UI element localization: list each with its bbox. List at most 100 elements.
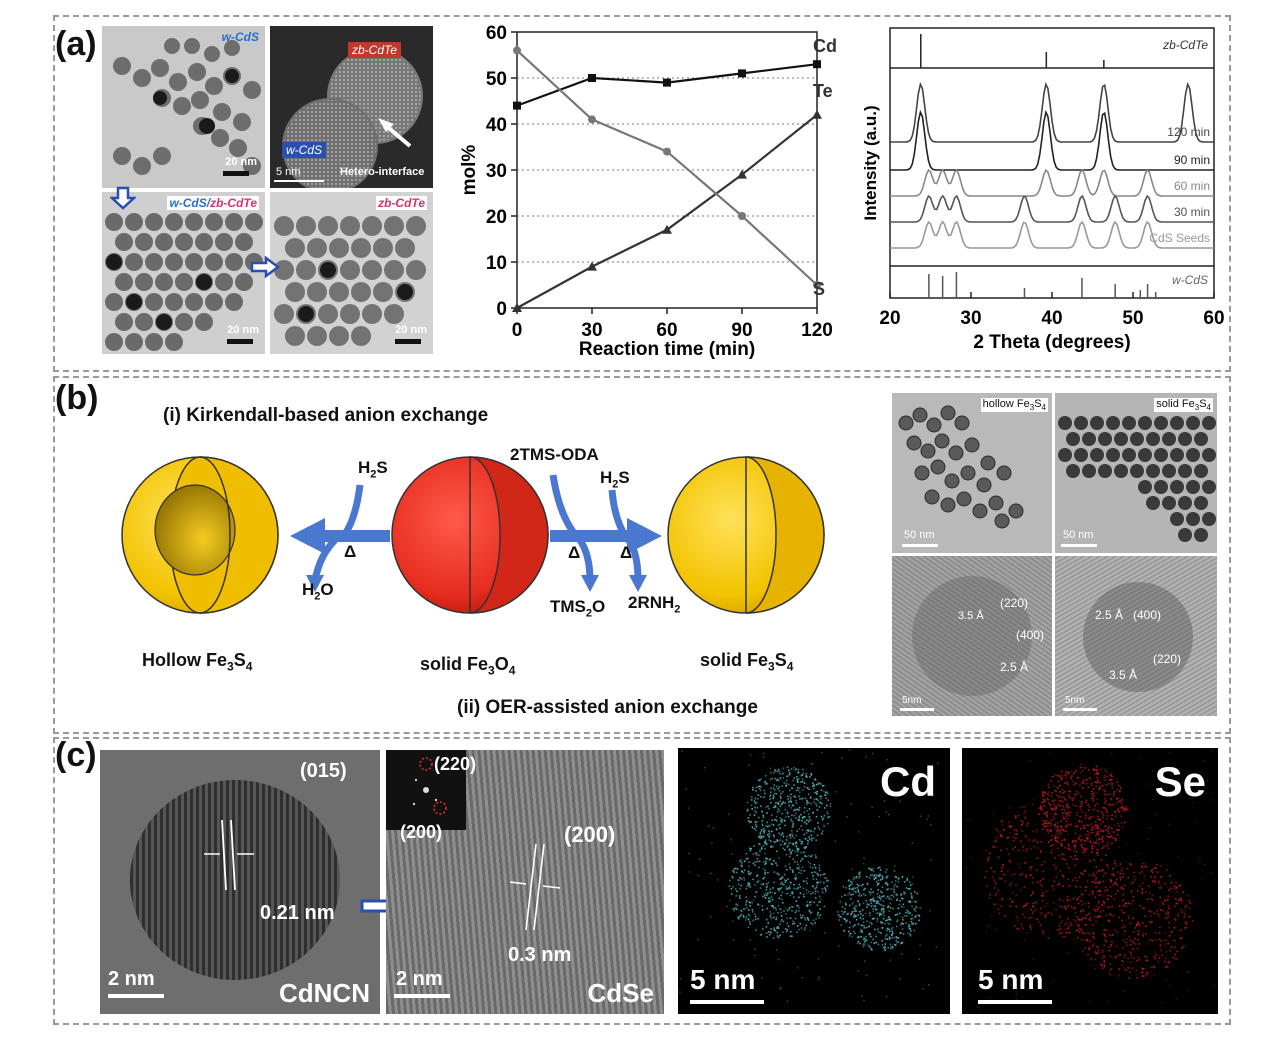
map-dot [900, 894, 902, 896]
map-dot [799, 798, 801, 800]
map-dot [754, 913, 756, 915]
map-dot [736, 868, 739, 870]
map-dot [1128, 967, 1130, 969]
map-dot [822, 817, 825, 819]
map-dot [857, 884, 860, 887]
map-dot [779, 887, 782, 890]
map-dot [743, 877, 745, 879]
map-dot [795, 888, 798, 890]
map-dot [1103, 777, 1105, 779]
map-dot [1022, 927, 1025, 930]
map-dot [1118, 905, 1121, 907]
map-dot [773, 841, 776, 843]
map-dot [810, 900, 812, 903]
map-dot [1066, 823, 1069, 826]
map-dot [1107, 832, 1110, 835]
map-dot [909, 900, 912, 902]
map-dot [824, 794, 826, 796]
map-dot [764, 783, 767, 785]
map-dot [753, 861, 756, 864]
map-dot [1042, 870, 1045, 873]
map-dot [712, 827, 715, 829]
map-dot [1039, 808, 1042, 811]
map-dot [1067, 772, 1069, 774]
map-dot [1080, 828, 1082, 830]
map-dot [1023, 812, 1025, 814]
map-dot [846, 919, 849, 922]
map-dot [742, 914, 745, 917]
map-dot [1159, 947, 1161, 949]
map-dot [1056, 805, 1059, 807]
map-dot [762, 828, 765, 830]
map-dot [793, 837, 795, 839]
map-dot [1158, 932, 1161, 934]
map-dot [772, 794, 775, 796]
map-dot [754, 948, 756, 950]
map-dot [755, 891, 758, 893]
map-dot [796, 854, 798, 857]
map-dot [1077, 918, 1080, 921]
map-dot [1087, 939, 1089, 942]
map-dot [897, 907, 900, 909]
map-dot [894, 883, 897, 886]
map-dot [1045, 890, 1048, 893]
map-dot [1035, 901, 1037, 904]
map-dot [1060, 842, 1062, 845]
map-dot [773, 871, 776, 873]
map-dot [852, 916, 855, 918]
map-dot [1026, 822, 1029, 825]
map-dot [776, 827, 778, 830]
map-dot [1094, 769, 1097, 772]
map-dot [916, 914, 918, 916]
map-dot [870, 902, 873, 904]
map-dot [1158, 880, 1160, 882]
map-dot [1134, 927, 1136, 929]
map-dot [1133, 931, 1135, 933]
map-dot [907, 900, 910, 903]
map-dot [1057, 828, 1060, 830]
map-dot [1096, 769, 1098, 772]
map-dot [896, 936, 898, 939]
map-dot [1087, 839, 1089, 842]
map-dot [1055, 834, 1057, 837]
map-dot [1119, 801, 1121, 803]
map-dot [788, 773, 791, 776]
map-dot [903, 893, 905, 895]
map-dot [795, 900, 798, 902]
map-dot [748, 920, 751, 923]
map-dot [935, 946, 938, 948]
data-point [588, 74, 596, 82]
map-dot [1162, 903, 1164, 906]
map-dot [858, 911, 861, 913]
map-dot [791, 906, 793, 908]
map-dot [863, 943, 866, 945]
map-dot [759, 779, 761, 782]
solid-fe3o4-label: solid Fe3O4 [420, 654, 516, 678]
map-dot [1011, 901, 1013, 903]
map-dot [1076, 898, 1078, 901]
map-dot [1111, 814, 1113, 816]
map-dot [783, 883, 785, 886]
map-dot [888, 918, 890, 920]
map-dot [1061, 858, 1064, 860]
map-dot [1117, 800, 1120, 803]
map-dot [769, 915, 772, 917]
map-dot [1164, 957, 1167, 960]
map-dot [810, 855, 812, 858]
map-dot [735, 895, 738, 897]
map-dot [1001, 836, 1003, 838]
map-dot [817, 911, 820, 914]
map-dot [1065, 858, 1067, 861]
map-dot [1094, 915, 1096, 918]
map-dot [775, 908, 778, 911]
x-tick-label: 0 [512, 320, 523, 341]
map-dot [869, 891, 872, 894]
map-dot [1103, 944, 1105, 947]
map-dot [770, 905, 773, 907]
map-dot [745, 919, 747, 921]
map-dot [1061, 906, 1064, 908]
map-dot [907, 910, 909, 913]
map-dot [795, 846, 798, 848]
map-dot [1129, 939, 1132, 942]
hrtem-cdncn: (015) 0.21 nm 2 nm CdNCN [100, 750, 380, 1014]
